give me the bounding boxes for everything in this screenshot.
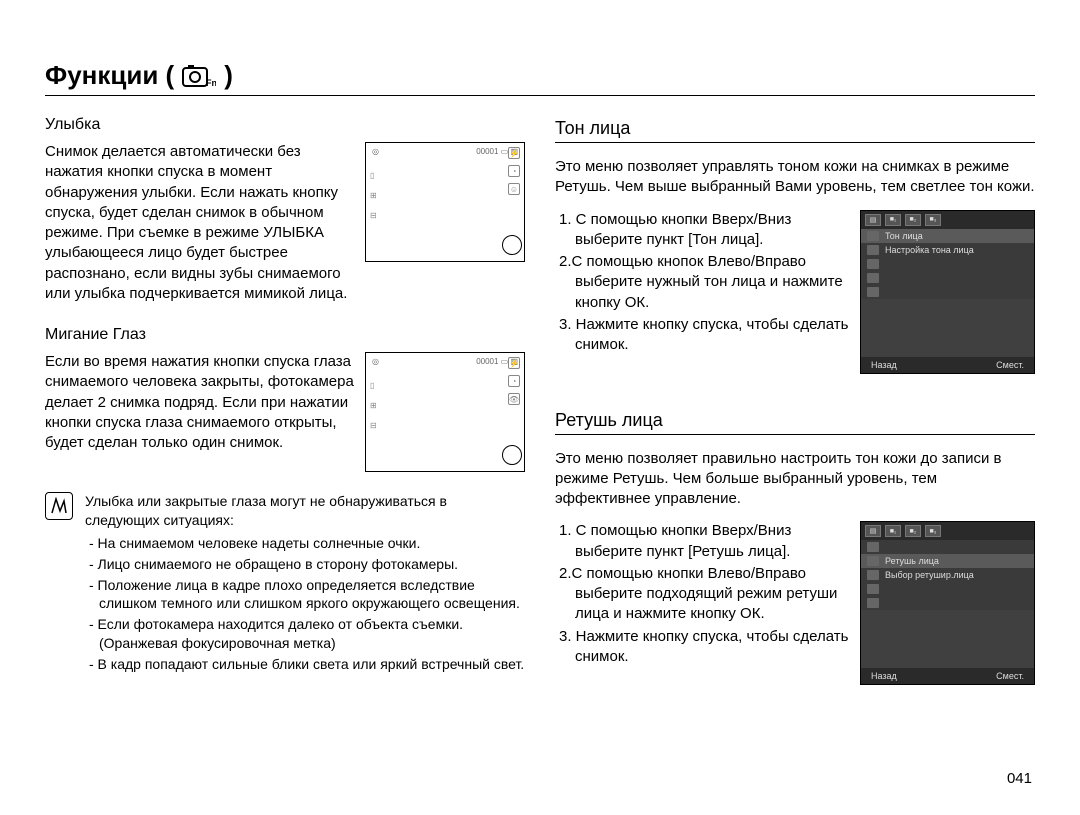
menu-row-label: Выбор ретушир.лица xyxy=(885,570,974,580)
tone-text: Это меню позволяет управлять тоном кожи … xyxy=(555,157,1035,198)
menu-row-label: Настройка тона лица xyxy=(885,245,974,255)
retouch-menu-screenshot: ▤■₁■₂■₃ Ретушь лица Выбор ретушир.лица Н… xyxy=(860,521,1035,685)
note-item: - Лицо снимаемого не обращено в сторону … xyxy=(85,555,525,574)
note-icon xyxy=(45,492,73,520)
tone-heading: Тон лица xyxy=(555,118,1035,143)
note-list: Улыбка или закрытые глаза могут не обнар… xyxy=(85,492,525,676)
retouch-text: Это меню позволяет правильно настроить т… xyxy=(555,449,1035,510)
camera-fn-icon: Fn xyxy=(182,64,216,88)
note-item: - На снимаемом человеке надеты солнечные… xyxy=(85,534,525,553)
flash-icon: ⚡ xyxy=(508,357,520,369)
title-text: Функции ( xyxy=(45,60,174,91)
smile-screenshot: ◎00001 ▭ ▥ ⚡ ◔ ☺ ▯⊞⊟ xyxy=(365,142,525,262)
flash-icon: ⚡ xyxy=(508,147,520,159)
blink-screenshot: ◎00001 ▭ ▥ ⚡ ◔ 👁 ▯⊞⊟ xyxy=(365,352,525,472)
note-box: Улыбка или закрытые глаза могут не обнар… xyxy=(45,492,525,676)
timer-icon: ◔ xyxy=(508,165,520,177)
page-number: 041 xyxy=(1007,770,1032,787)
highlight-circle-icon xyxy=(502,445,522,465)
face-icon: ☺ xyxy=(508,183,520,195)
note-item: - В кадр попадают сильные блики света ил… xyxy=(85,655,525,674)
blink-heading: Мигание Глаз xyxy=(45,326,525,344)
content-columns: Улыбка ◎00001 ▭ ▥ ⚡ ◔ ☺ ▯⊞⊟ Снимок делае… xyxy=(45,114,1035,691)
note-item: - Положение лица в кадре плохо определяе… xyxy=(85,576,525,614)
note-item: - Если фотокамера находится далеко от об… xyxy=(85,615,525,653)
menu-footer-left: Назад xyxy=(871,671,897,681)
menu-footer-right: Смест. xyxy=(996,360,1024,370)
menu-footer-left: Назад xyxy=(871,360,897,370)
left-column: Улыбка ◎00001 ▭ ▥ ⚡ ◔ ☺ ▯⊞⊟ Снимок делае… xyxy=(45,114,525,691)
timer-icon: ◔ xyxy=(508,375,520,387)
smile-heading: Улыбка xyxy=(45,116,525,134)
menu-footer-right: Смест. xyxy=(996,671,1024,681)
note-intro: Улыбка или закрытые глаза могут не обнар… xyxy=(85,492,525,530)
tone-menu-screenshot: ▤■₁■₂■₃ Тон лица Настройка тона лица Наз… xyxy=(860,210,1035,374)
highlight-circle-icon xyxy=(502,235,522,255)
svg-text:Fn: Fn xyxy=(206,78,216,88)
menu-row-label: Тон лица xyxy=(885,231,923,241)
retouch-heading: Ретушь лица xyxy=(555,410,1035,435)
right-column: Тон лица Это меню позволяет управлять то… xyxy=(555,114,1035,691)
page-title: Функции ( Fn ) xyxy=(45,60,1035,96)
title-close: ) xyxy=(224,60,233,91)
menu-row-label: Ретушь лица xyxy=(885,556,939,566)
blink-mode-icon: 👁 xyxy=(508,393,520,405)
